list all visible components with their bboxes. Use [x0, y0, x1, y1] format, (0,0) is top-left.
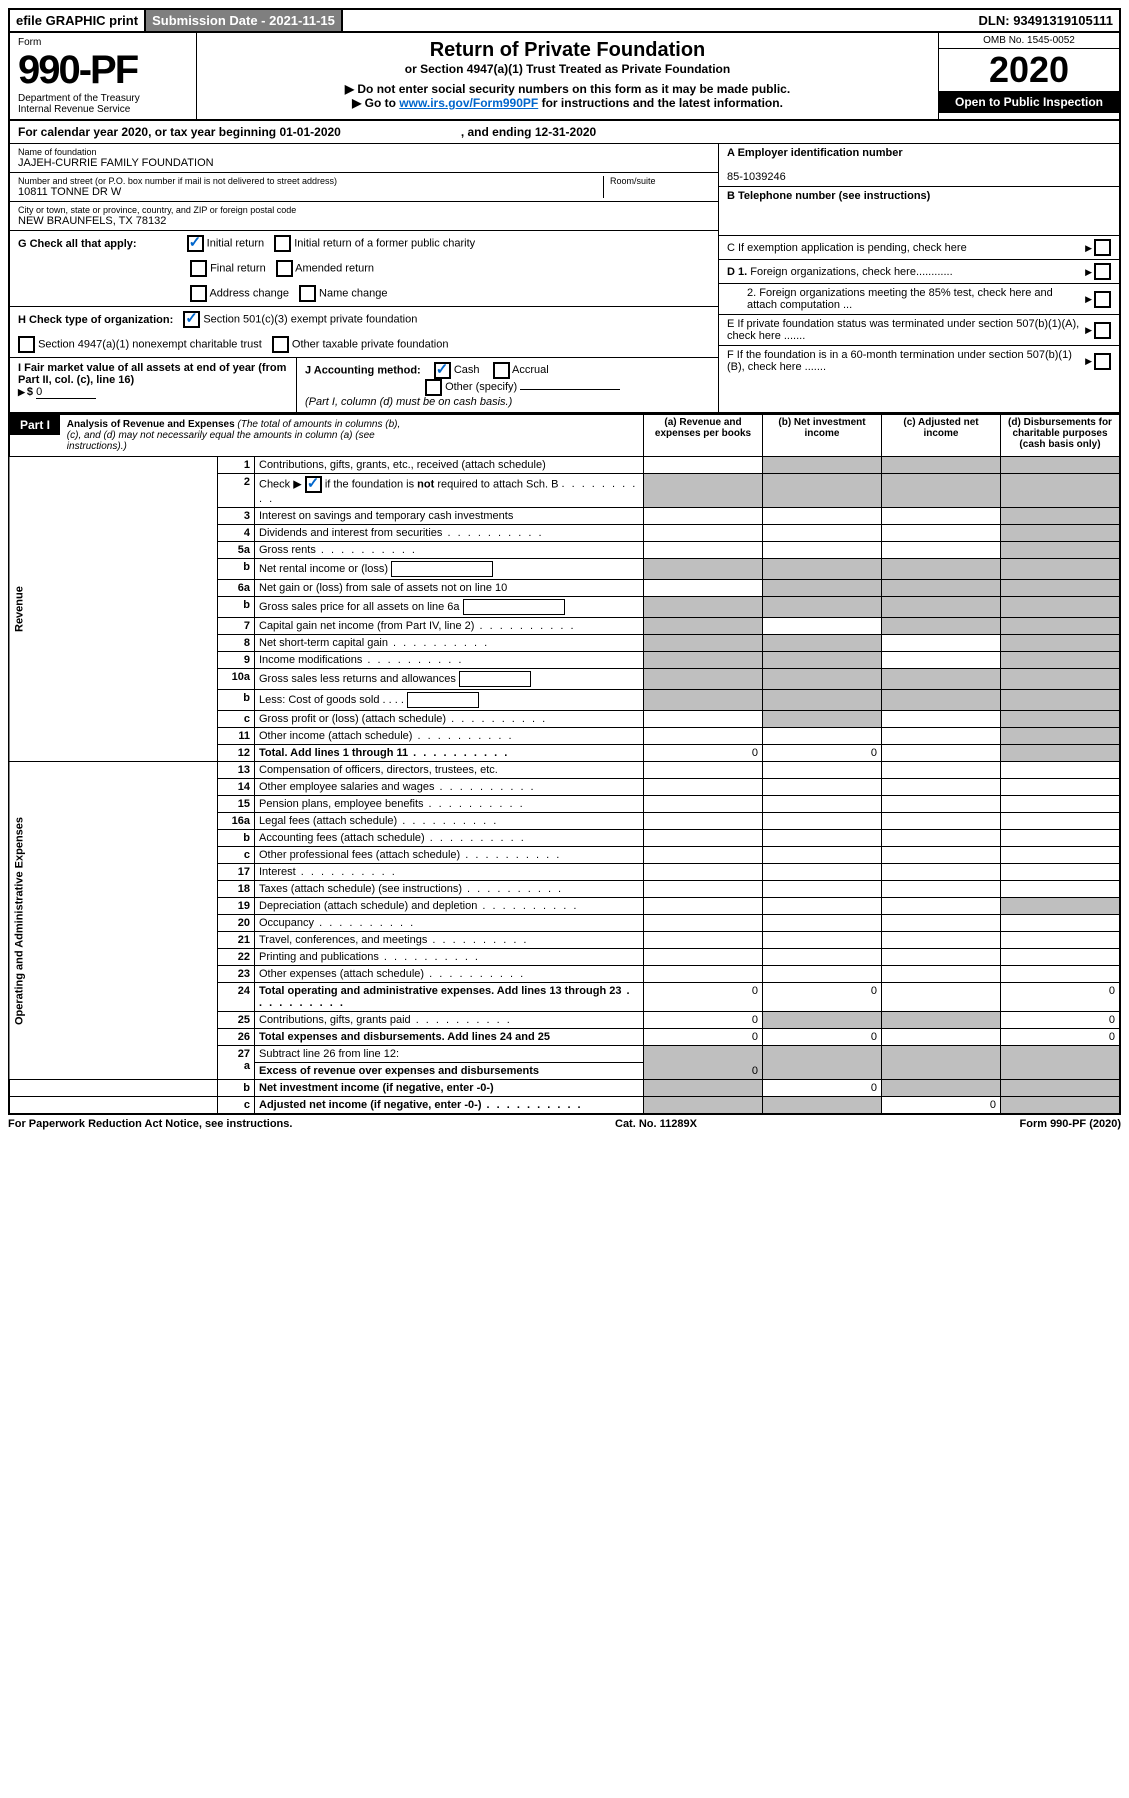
city-label: City or town, state or province, country… [18, 205, 710, 215]
dept: Department of the Treasury [18, 93, 188, 104]
footer-mid: Cat. No. 11289X [615, 1118, 697, 1130]
fmv-value: 0 [36, 386, 96, 399]
501c3-checkbox[interactable] [183, 311, 200, 328]
address-change-checkbox[interactable] [190, 285, 207, 302]
part1-table: Part I Analysis of Revenue and Expenses … [8, 413, 1121, 1115]
d1-label: Foreign organizations, check here.......… [750, 266, 952, 278]
j-label: J Accounting method: [305, 364, 421, 376]
g-label: G Check all that apply: [18, 238, 137, 250]
footer: For Paperwork Reduction Act Notice, see … [8, 1115, 1121, 1133]
cash-checkbox[interactable] [434, 362, 451, 379]
info-block: Name of foundationJAJEH-CURRIE FAMILY FO… [8, 144, 1121, 413]
col-b: (b) Net investment income [763, 414, 882, 457]
revenue-section: Revenue [9, 457, 218, 762]
name-label: Name of foundation [18, 147, 710, 157]
ein-value: 85-1039246 [727, 171, 786, 183]
open-to-public: Open to Public Inspection [939, 91, 1119, 113]
form-word: Form [18, 37, 188, 48]
tax-year: 2020 [939, 49, 1119, 91]
ein-label: A Employer identification number [727, 147, 903, 159]
top-bar: efile GRAPHIC print Submission Date - 20… [8, 8, 1121, 33]
irs: Internal Revenue Service [18, 104, 188, 115]
tel-label: B Telephone number (see instructions) [727, 190, 930, 202]
c-checkbox[interactable] [1094, 239, 1111, 256]
street-address: 10811 TONNE DR W [18, 186, 603, 198]
col-a: (a) Revenue and expenses per books [644, 414, 763, 457]
f-label: F If the foundation is in a 60-month ter… [727, 349, 1085, 373]
amended-return-checkbox[interactable] [276, 260, 293, 277]
other-taxable-checkbox[interactable] [272, 336, 289, 353]
part1-title: Analysis of Revenue and Expenses [67, 419, 235, 430]
e-label: E If private foundation status was termi… [727, 318, 1085, 342]
schB-checkbox[interactable] [305, 476, 322, 493]
omb: OMB No. 1545-0052 [939, 33, 1119, 49]
h-label: H Check type of organization: [18, 314, 173, 326]
name-change-checkbox[interactable] [299, 285, 316, 302]
col-c: (c) Adjusted net income [882, 414, 1001, 457]
i-label: I Fair market value of all assets at end… [18, 362, 286, 386]
accrual-checkbox[interactable] [493, 362, 510, 379]
d1-checkbox[interactable] [1094, 263, 1111, 280]
d2-checkbox[interactable] [1094, 291, 1111, 308]
expenses-section: Operating and Administrative Expenses [9, 762, 218, 1080]
final-return-checkbox[interactable] [190, 260, 207, 277]
form-title: Return of Private Foundation [203, 39, 932, 62]
j-note: (Part I, column (d) must be on cash basi… [305, 396, 512, 408]
f-checkbox[interactable] [1094, 353, 1111, 370]
irs-link[interactable]: www.irs.gov/Form990PF [399, 96, 538, 110]
col-d: (d) Disbursements for charitable purpose… [1001, 414, 1121, 457]
city-state-zip: NEW BRAUNFELS, TX 78132 [18, 215, 710, 227]
room-label: Room/suite [610, 176, 710, 186]
initial-former-checkbox[interactable] [274, 235, 291, 252]
4947-checkbox[interactable] [18, 336, 35, 353]
part1-label: Part I [10, 415, 60, 435]
submission-date: Submission Date - 2021-11-15 [146, 10, 343, 31]
form-number: 990-PF [18, 48, 188, 93]
note2: ▶ Go to www.irs.gov/Form990PF for instru… [203, 96, 932, 110]
foundation-name: JAJEH-CURRIE FAMILY FOUNDATION [18, 157, 710, 169]
other-method-checkbox[interactable] [425, 379, 442, 396]
footer-right: Form 990-PF (2020) [1020, 1118, 1122, 1130]
c-label: C If exemption application is pending, c… [727, 242, 1085, 254]
efile-label[interactable]: efile GRAPHIC print [10, 10, 146, 31]
footer-left: For Paperwork Reduction Act Notice, see … [8, 1118, 292, 1130]
form-header: Form 990-PF Department of the Treasury I… [8, 33, 1121, 121]
addr-label: Number and street (or P.O. box number if… [18, 176, 603, 186]
calendar-year-row: For calendar year 2020, or tax year begi… [8, 121, 1121, 144]
form-subtitle: or Section 4947(a)(1) Trust Treated as P… [203, 62, 932, 76]
dln: DLN: 93491319105111 [973, 10, 1119, 31]
note1: ▶ Do not enter social security numbers o… [203, 82, 932, 96]
d2-label: 2. Foreign organizations meeting the 85%… [727, 287, 1085, 311]
initial-return-checkbox[interactable] [187, 235, 204, 252]
e-checkbox[interactable] [1094, 322, 1111, 339]
